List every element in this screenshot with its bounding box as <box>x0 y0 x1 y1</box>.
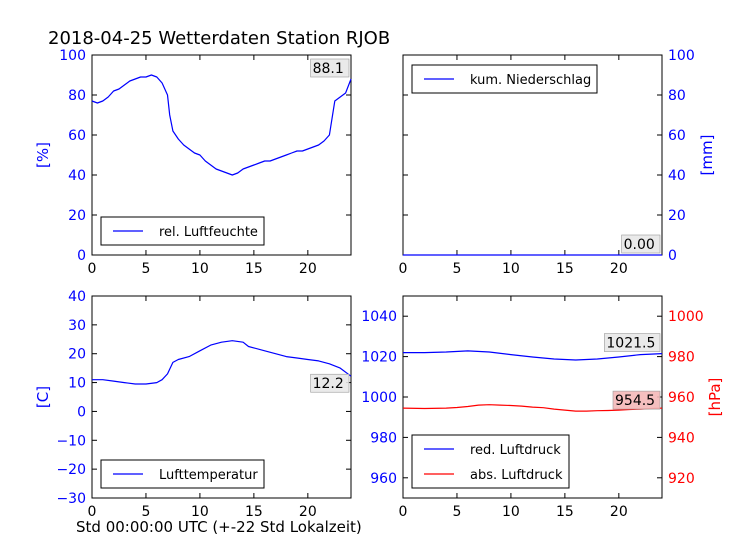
x-tick-label: 20 <box>299 504 317 520</box>
y-tick-label: 0 <box>77 404 86 420</box>
y-tick-label-right: 980 <box>668 350 695 366</box>
y-tick-label-right: 960 <box>668 390 695 406</box>
y-tick-label: −10 <box>56 433 86 449</box>
y-tick-label: −20 <box>56 462 86 478</box>
x-tick-label: 5 <box>452 261 461 277</box>
x-tick-label: 5 <box>452 504 461 520</box>
x-tick-label: 15 <box>556 261 574 277</box>
y-axis-label-right: [hPa] <box>706 378 724 417</box>
x-tick-label: 5 <box>141 504 150 520</box>
annotation-box <box>310 58 350 78</box>
x-tick-label: 15 <box>556 504 574 520</box>
y-tick-label: 100 <box>668 48 695 64</box>
series-line-abs-luftdruck <box>402 404 663 412</box>
y-tick-label: 60 <box>68 128 86 144</box>
y-tick-label: 0 <box>668 248 677 264</box>
y-tick-label: 10 <box>68 376 86 392</box>
legend-box <box>100 216 265 246</box>
y-axis-label: [C] <box>34 386 52 408</box>
y-axis-label: [%] <box>34 142 52 168</box>
annotation-box <box>310 373 350 393</box>
y-tick-label: 100 <box>59 48 86 64</box>
y-tick-label: 1040 <box>361 309 397 325</box>
x-tick-label: 20 <box>299 261 317 277</box>
series-line-lufttemperatur <box>92 340 352 385</box>
y-tick-label-right: 1000 <box>668 309 704 325</box>
legend-label: red. Luftdruck <box>470 443 561 458</box>
x-tick-label: 10 <box>191 261 209 277</box>
y-tick-label: 60 <box>668 128 686 144</box>
x-tick-label: 20 <box>610 261 628 277</box>
legend-label: Lufttemperatur <box>159 468 258 483</box>
annotation-box <box>604 333 661 352</box>
y-tick-label: 980 <box>370 430 397 446</box>
x-tick-label: 0 <box>399 261 408 277</box>
legend-label: kum. Niederschlag <box>470 73 591 88</box>
y-tick-label: 40 <box>668 168 686 184</box>
y-tick-label: 0 <box>77 248 86 264</box>
annotation-label: 88.1 <box>313 61 344 77</box>
legend-box <box>411 434 570 489</box>
x-tick-label: 0 <box>88 261 97 277</box>
y-tick-label: 1020 <box>361 350 397 366</box>
y-tick-label: 1000 <box>361 390 397 406</box>
y-tick-label: 40 <box>68 168 86 184</box>
x-tick-label: 15 <box>245 261 263 277</box>
y-tick-label-right: 920 <box>668 471 695 487</box>
x-tick-label: 10 <box>502 504 520 520</box>
x-tick-label: 0 <box>88 504 97 520</box>
subplot-precipitation: 0 5 10 15 20 0 20 40 60 80 100 [mm] kum. Niederschla… <box>399 48 716 277</box>
annotation-label: 12.2 <box>313 376 344 392</box>
x-tick-label: 10 <box>191 504 209 520</box>
x-tick-label: 5 <box>141 261 150 277</box>
annotation-label: 954.5 <box>615 393 655 409</box>
series-line-red-luftdruck <box>403 350 663 361</box>
subplot-humidity: 0 5 10 15 20 0 20 40 60 80 100 [%] rel. Luftfeuchte 8… <box>34 48 352 277</box>
y-tick-label: 960 <box>370 471 397 487</box>
x-tick-label: 0 <box>399 504 408 520</box>
subplot-pressure: 0 5 10 15 20 960 980 1000 1020 1040 920 940 960 980 10… <box>361 295 724 520</box>
annotation-label: 0.00 <box>624 237 655 253</box>
x-tick-label: 20 <box>610 504 628 520</box>
series-line-rel-luftfeuchte <box>91 74 352 176</box>
annotation-box <box>612 390 661 410</box>
figure-xlabel: Std 00:00:00 UTC (+-22 Std Lokalzeit) <box>76 518 362 536</box>
annotation-label: 1021.5 <box>606 336 655 352</box>
y-tick-label: 30 <box>68 318 86 334</box>
legend-label: rel. Luftfeuchte <box>159 225 258 240</box>
y-axis-label: [mm] <box>698 135 716 176</box>
y-tick-label: 20 <box>668 208 686 224</box>
annotation-box <box>621 234 661 254</box>
x-tick-label: 10 <box>502 261 520 277</box>
y-tick-label: 80 <box>668 88 686 104</box>
y-tick-label: 20 <box>68 208 86 224</box>
x-tick-label: 15 <box>245 504 263 520</box>
y-tick-label: −30 <box>56 491 86 507</box>
figure-title: 2018-04-25 Wetterdaten Station RJOB <box>48 28 390 49</box>
legend-label: abs. Luftdruck <box>470 468 563 483</box>
y-tick-label: 80 <box>68 88 86 104</box>
y-tick-label: 40 <box>68 289 86 305</box>
y-tick-label-right: 940 <box>668 430 695 446</box>
y-tick-label: 20 <box>68 347 86 363</box>
subplot-temperature: 0 5 10 15 20 −30 −20 −10 0 10 20 30 40 [C] Lufttempera… <box>34 289 352 520</box>
